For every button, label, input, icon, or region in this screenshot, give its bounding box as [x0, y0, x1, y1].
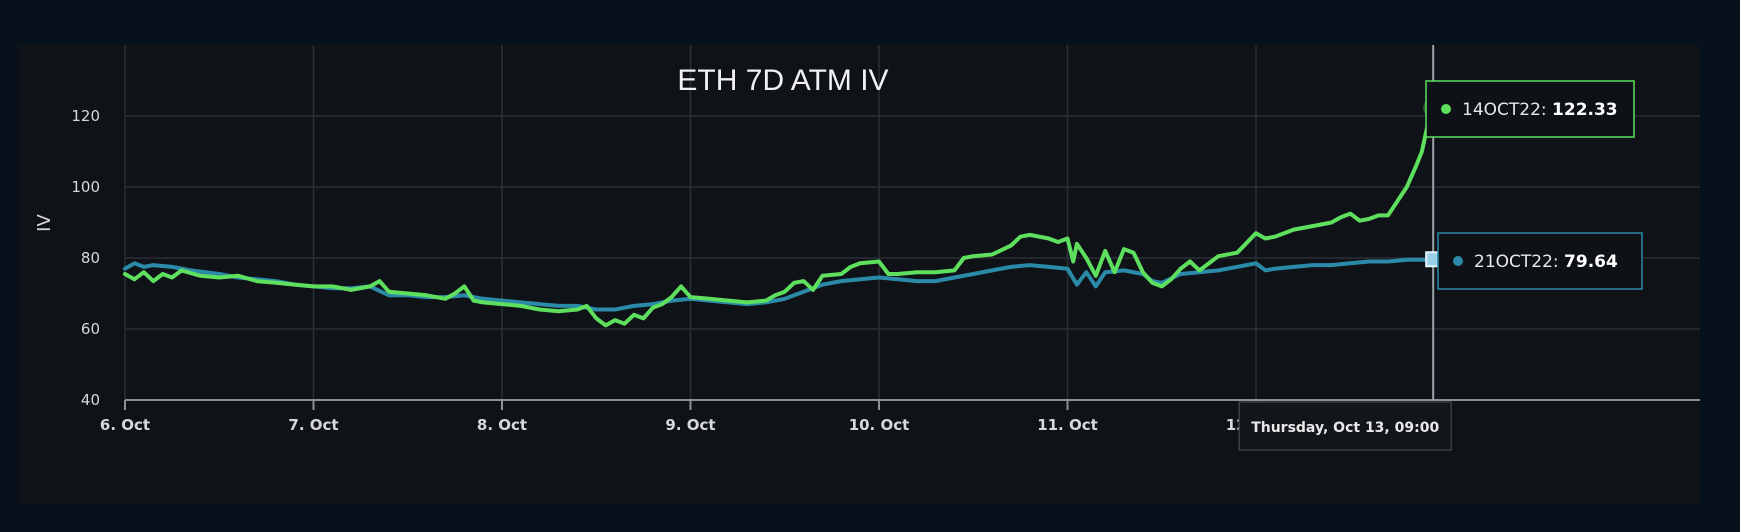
- tooltip-14oct22-text: 14OCT22: 122.33: [1462, 100, 1618, 120]
- x-tick-label: 8. Oct: [477, 416, 527, 434]
- x-tick-label: 7. Oct: [288, 416, 338, 434]
- tooltip-21oct22: 21OCT22: 79.64: [1437, 232, 1643, 290]
- chart-panel: ETH 7D ATM IV IV 40 60 80 100 120 6. Oct 7. O…: [18, 45, 1700, 505]
- tooltip-14oct22-value: 122.33: [1552, 100, 1618, 120]
- tooltip-14oct22-series-name: 14OCT22:: [1462, 100, 1552, 120]
- x-tick-label: 10. Oct: [849, 416, 910, 434]
- tooltip-21oct22-dot: [1453, 256, 1463, 266]
- grid-lines: [124, 45, 1700, 401]
- x-tick-label: 11. Oct: [1037, 416, 1098, 434]
- y-tick-label: 80: [81, 249, 100, 267]
- crosshair-date-box: [1238, 401, 1452, 451]
- x-tick-label: 9. Oct: [665, 416, 715, 434]
- y-tick-label: 40: [81, 391, 100, 409]
- tooltip-21oct22-value: 79.64: [1564, 252, 1618, 272]
- tooltip-21oct22-box: [1437, 232, 1643, 290]
- y-axis-label: IV: [34, 214, 55, 232]
- y-tick-label: 120: [71, 107, 100, 125]
- x-tick-label: 6. Oct: [100, 416, 150, 434]
- tooltip-21oct22-text: 21OCT22: 79.64: [1474, 252, 1618, 272]
- y-tick-label: 100: [71, 178, 100, 196]
- tooltip-14oct22-dot: [1441, 104, 1451, 114]
- tooltip-21oct22-series-name: 21OCT22:: [1474, 252, 1564, 272]
- series-line-14oct22: [123, 96, 1436, 328]
- iv-line-chart: ETH 7D ATM IV IV 40 60 80 100 120 6. Oct 7. O…: [34, 45, 1700, 451]
- series-lines: [123, 96, 1436, 328]
- y-tick-label: 60: [81, 320, 100, 338]
- crosshair-date-label: Thursday, Oct 13, 09:00: [1251, 420, 1439, 436]
- tooltip-14oct22-box: [1425, 80, 1635, 138]
- chart-title: ETH 7D ATM IV: [677, 64, 888, 97]
- crosshair: Thursday, Oct 13, 09:00: [1238, 45, 1452, 451]
- tooltip-14oct22: 14OCT22: 122.33: [1425, 80, 1635, 138]
- tooltips: 14OCT22: 122.33 21OCT22: 79.64: [1423, 80, 1643, 290]
- y-axis-ticks: 40 60 80 100 120: [71, 107, 100, 409]
